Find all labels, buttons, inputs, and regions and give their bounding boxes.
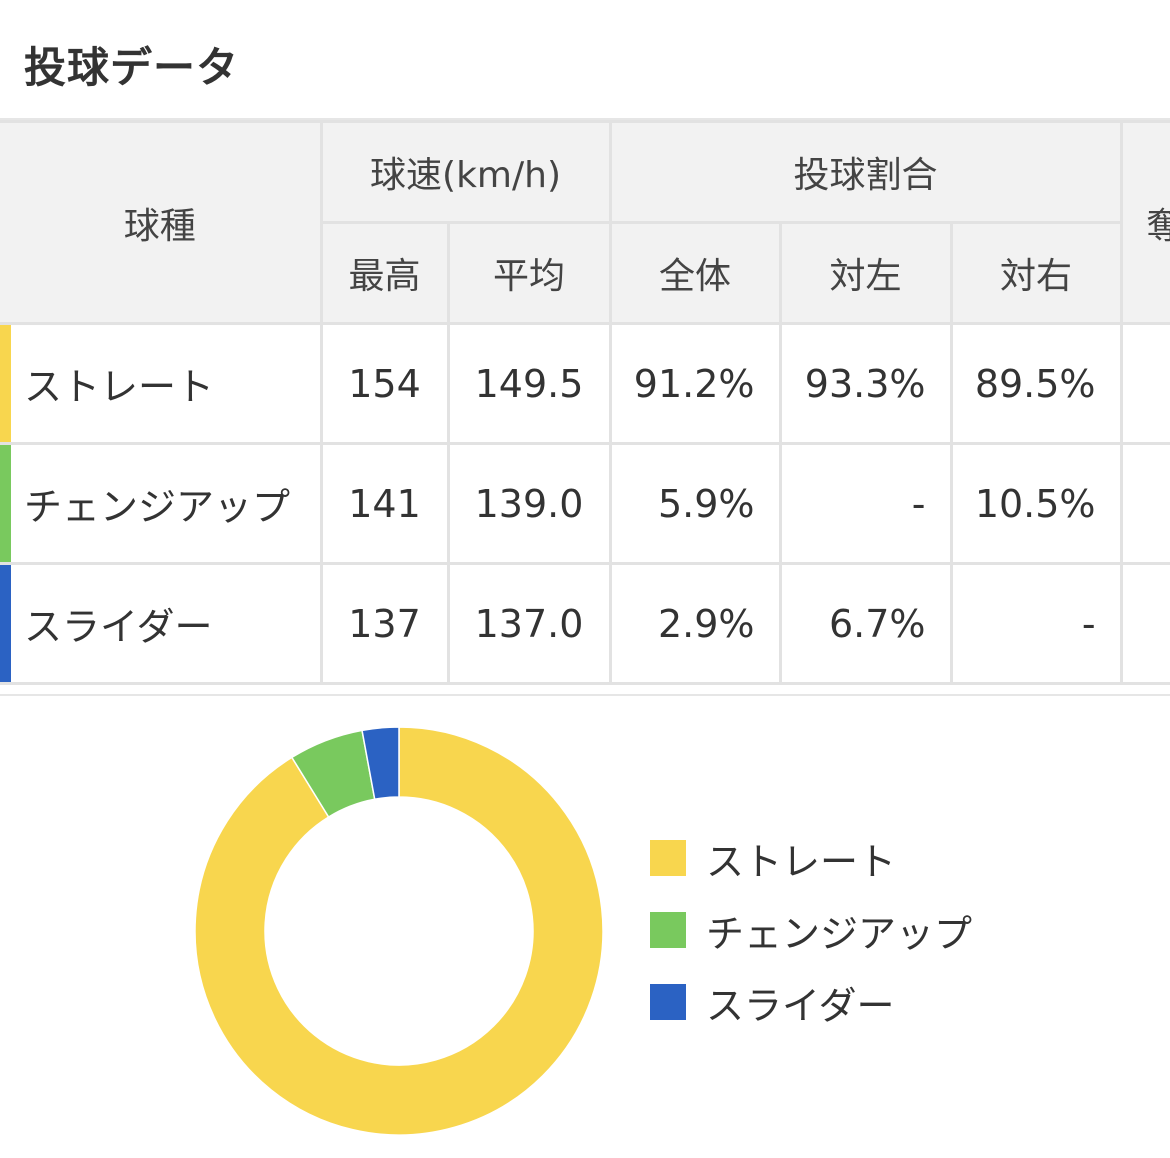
ratio-left-cell: - (778, 442, 953, 565)
pitch-name-cell: ストレート (0, 322, 323, 445)
legend-swatch (650, 984, 686, 1020)
table-row: チェンジアップ 141 139.0 5.9% - 10.5% (0, 442, 1170, 565)
max-speed-cell: 137 (319, 562, 450, 685)
header-max-speed: 最高 (319, 221, 450, 325)
ratio-right-cell: 10.5% (949, 442, 1123, 565)
header-ratio-right: 対右 (949, 221, 1123, 325)
extra-cell (1119, 562, 1170, 685)
header-avg-speed: 平均 (446, 221, 612, 325)
ratio-left-cell: 6.7% (778, 562, 953, 685)
legend-swatch (650, 840, 686, 876)
pitch-name-cell: チェンジアップ (0, 442, 323, 565)
table-row: ストレート 154 149.5 91.2% 93.3% 89.5% (0, 322, 1170, 445)
header-ratio-group: 投球割合 (608, 120, 1123, 224)
pitch-name: スライダー (24, 605, 213, 649)
pitch-name: チェンジアップ (24, 485, 291, 529)
donut-slice-1 (194, 726, 604, 1136)
ratio-all-cell: 5.9% (608, 442, 782, 565)
ratio-all-cell: 2.9% (608, 562, 782, 685)
table-row: スライダー 137 137.0 2.9% 6.7% - (0, 562, 1170, 685)
legend-label: スライダー (706, 983, 895, 1028)
legend-swatch (650, 912, 686, 948)
page-title: 投球データ (24, 43, 240, 92)
chart-legend: ストレート チェンジアップ スライダー (650, 840, 972, 1056)
max-speed-cell: 141 (319, 442, 450, 565)
avg-speed-cell: 137.0 (446, 562, 612, 685)
extra-cell (1119, 442, 1170, 565)
header-ratio-all: 全体 (608, 221, 782, 325)
header-pitch-type: 球種 (0, 120, 323, 325)
ratio-all-cell: 91.2% (608, 322, 782, 445)
legend-item: ストレート (650, 840, 972, 884)
header-extra: 奪 (1119, 120, 1170, 325)
pitch-color-bar (0, 325, 11, 442)
pitch-color-bar (0, 445, 11, 562)
legend-label: ストレート (706, 839, 897, 884)
ratio-right-cell: 89.5% (949, 322, 1123, 445)
donut-slice-3 (361, 726, 400, 801)
pitch-name-cell: スライダー (0, 562, 323, 685)
pitch-color-bar (0, 565, 11, 682)
pitch-name: ストレート (24, 365, 215, 409)
legend-label: チェンジアップ (706, 911, 973, 956)
max-speed-cell: 154 (319, 322, 450, 445)
avg-speed-cell: 149.5 (446, 322, 612, 445)
ratio-left-cell: 93.3% (778, 322, 953, 445)
pitch-ratio-donut-chart (194, 726, 604, 1136)
legend-item: チェンジアップ (650, 912, 972, 956)
ratio-right-cell: - (949, 562, 1123, 685)
pitch-data-table: 球種 球速(km/h) 投球割合 奪 最高 平均 全体 対左 対右 ストレート … (0, 118, 1170, 696)
extra-cell (1119, 322, 1170, 445)
header-speed-group: 球速(km/h) (319, 120, 612, 224)
header-ratio-left: 対左 (778, 221, 953, 325)
avg-speed-cell: 139.0 (446, 442, 612, 565)
legend-item: スライダー (650, 984, 972, 1028)
